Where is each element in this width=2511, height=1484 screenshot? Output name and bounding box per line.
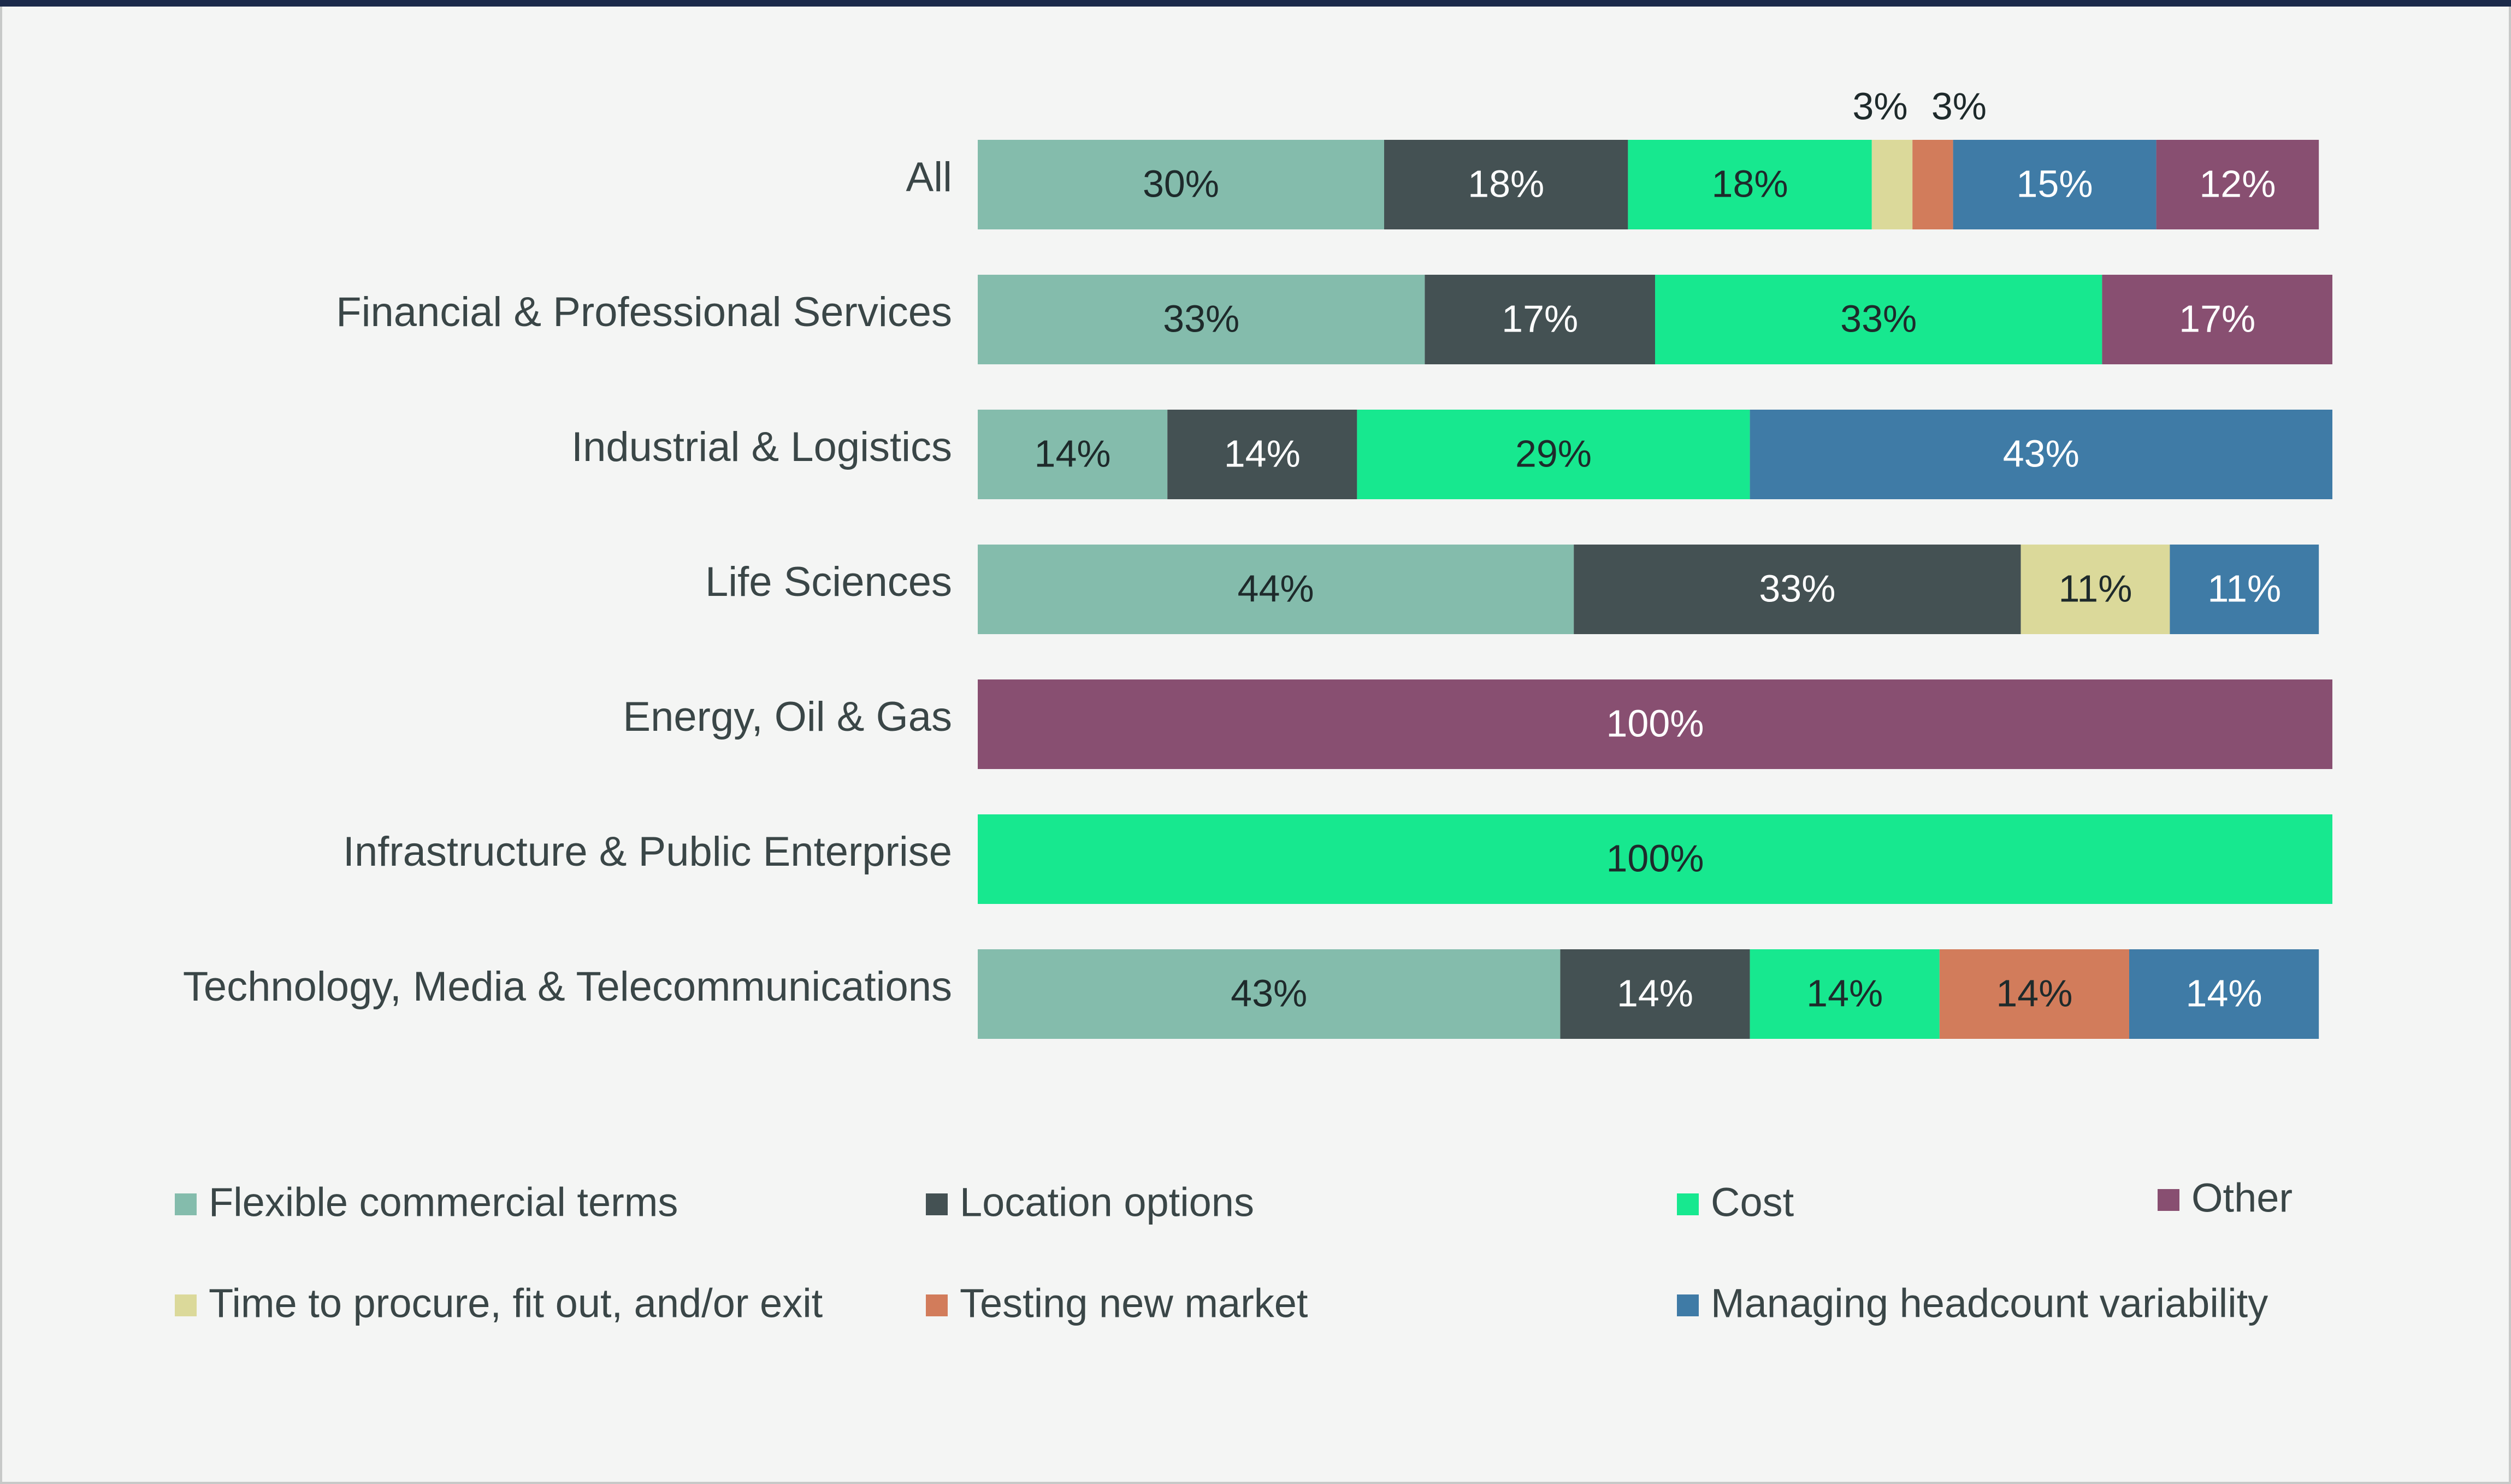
data-label: 14% [2186, 972, 2262, 1014]
data-label: 17% [2179, 297, 2255, 340]
bar-segment-flexible [978, 545, 1574, 634]
data-label: 30% [1143, 162, 1219, 205]
bar-segment-flexible [978, 275, 1425, 364]
category-label: Financial & Professional Services [336, 289, 952, 335]
bar-segment-cost [1628, 140, 1872, 229]
category-label: Energy, Oil & Gas [623, 694, 952, 740]
bar-segment-testing [1939, 949, 2129, 1039]
bar-segment-flexible [978, 949, 1561, 1039]
bar-segment-headcount [2129, 949, 2319, 1039]
legend-label-headcount: Managing headcount variability [1711, 1281, 2268, 1326]
legend-label-other: Other [2191, 1175, 2293, 1221]
data-label: 14% [1806, 972, 1883, 1014]
legend-label-time: Time to procure, fit out, and/or exit [209, 1281, 823, 1326]
legend-swatch-headcount [1677, 1294, 1699, 1316]
bar-segment-location [1574, 545, 2021, 634]
category-labels: All Financial & Professional Services Indu… [183, 154, 952, 1010]
top-rule [0, 0, 2511, 7]
data-label: 14% [1224, 432, 1301, 475]
data-label: 14% [1996, 972, 2072, 1014]
category-label: Infrastructure & Public Enterprise [343, 829, 952, 875]
data-label: 29% [1515, 432, 1592, 475]
bar-segment-location [1167, 410, 1357, 499]
bar-segment-location [1560, 949, 1750, 1039]
legend-swatch-cost [1677, 1193, 1699, 1215]
bar-segment-time [1871, 140, 1913, 229]
bar-segment-cost [978, 814, 2332, 904]
bar-segment-other [2102, 275, 2332, 364]
legend-swatch-location [926, 1193, 948, 1215]
bar-segment-other [978, 679, 2332, 769]
data-label-outside: 3% [1852, 85, 1907, 127]
legend: Flexible commercial terms Location option… [175, 1175, 2293, 1326]
bar-segment-location [1425, 275, 1655, 364]
data-label: 14% [1617, 972, 1693, 1014]
legend-label-location: Location options [960, 1180, 1254, 1225]
data-label: 44% [1238, 567, 1314, 610]
data-label: 43% [1231, 972, 1307, 1014]
legend-swatch-time [175, 1294, 197, 1316]
legend-label-testing: Testing new market [960, 1281, 1308, 1326]
bar-segment-testing [1912, 140, 1953, 229]
bars: 30% 18% 18% 3% 3% 15% 12% 33% 17% 33% 17% 14% 14% 29%… [978, 85, 2332, 1039]
bar-segment-cost [1655, 275, 2102, 364]
legend-swatch-testing [926, 1294, 948, 1316]
data-label: 18% [1468, 162, 1544, 205]
data-label: 43% [2003, 432, 2079, 475]
data-label: 100% [1606, 837, 1704, 879]
data-label: 100% [1606, 702, 1704, 744]
bar-segment-location [1384, 140, 1628, 229]
bar-segment-cost [1357, 410, 1750, 499]
legend-swatch-flexible [175, 1193, 197, 1215]
bar-segment-headcount [2170, 545, 2319, 634]
bar-segment-cost [1750, 949, 1940, 1039]
bar-segment-time [2020, 545, 2170, 634]
legend-swatch-other [2158, 1189, 2179, 1211]
data-label: 33% [1840, 297, 1917, 340]
bar-segment-flexible [978, 140, 1384, 229]
category-label: Life Sciences [705, 559, 952, 605]
data-label: 18% [1712, 162, 1788, 205]
category-label: All [906, 154, 952, 200]
data-label: 33% [1163, 297, 1239, 340]
bar-segment-headcount [1953, 140, 2156, 229]
category-label: Technology, Media & Telecommunications [183, 963, 952, 1010]
data-label: 11% [2207, 567, 2281, 610]
bar-segment-other [2156, 140, 2319, 229]
category-label: Industrial & Logistics [571, 424, 952, 470]
bar-segment-headcount [1750, 410, 2332, 499]
data-label: 14% [1035, 432, 1111, 475]
data-label: 17% [1502, 297, 1578, 340]
data-label: 15% [2017, 162, 2093, 205]
data-label-outside: 3% [1931, 85, 1987, 127]
legend-label-flexible: Flexible commercial terms [209, 1180, 678, 1225]
data-label: 33% [1759, 567, 1835, 610]
data-label: 12% [2199, 162, 2276, 205]
legend-label-cost: Cost [1711, 1180, 1794, 1225]
bar-segment-flexible [978, 410, 1168, 499]
data-label: 11% [2059, 567, 2132, 610]
